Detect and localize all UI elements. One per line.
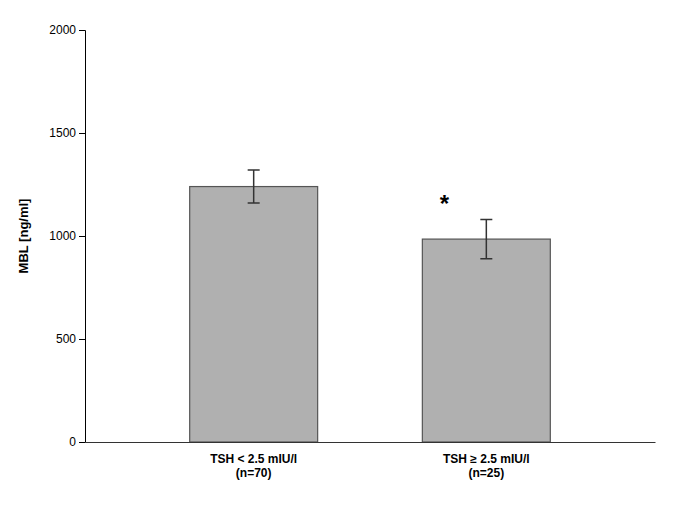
x-axis: TSH < 2.5 mIU/l(n=70) TSH ≥ 2.5 mIU/l(n=2… — [86, 442, 656, 480]
x-tick: TSH < 2.5 mIU/l(n=70) — [210, 442, 297, 480]
y-tick: 2000 — [49, 23, 85, 37]
y-tick-mark — [79, 30, 85, 31]
error-bar — [480, 220, 492, 259]
plot-area — [190, 170, 551, 442]
y-tick-mark — [79, 236, 85, 237]
chart-svg: 0 500 1000 1500 2000 MBL [ng/ml] TSH < 2.5 mIU… — [0, 0, 685, 517]
y-tick-label: 0 — [69, 435, 76, 449]
y-tick: 1000 — [49, 229, 85, 243]
bar — [190, 187, 318, 442]
y-tick: 500 — [56, 332, 85, 346]
y-tick-mark — [79, 133, 85, 134]
x-tick-label: TSH < 2.5 mIU/l(n=70) — [210, 452, 297, 480]
y-tick-mark — [79, 339, 85, 340]
x-axis-line — [86, 442, 656, 443]
y-axis-title: MBL [ng/ml] — [16, 199, 31, 274]
annotation: * — [440, 190, 450, 217]
y-tick-label: 1000 — [49, 229, 76, 243]
bar — [422, 239, 550, 442]
y-tick: 0 — [69, 435, 85, 449]
y-tick: 1500 — [49, 126, 85, 140]
y-axis: 0 500 1000 1500 2000 — [49, 23, 85, 449]
chart-container: 0 500 1000 1500 2000 MBL [ng/ml] TSH < 2.5 mIU… — [0, 0, 685, 517]
y-tick-label: 500 — [56, 332, 76, 346]
x-tick: TSH ≥ 2.5 mIU/l(n=25) — [443, 442, 530, 480]
y-tick-label: 2000 — [49, 23, 76, 37]
y-tick-mark — [79, 442, 85, 443]
error-bar — [248, 170, 260, 203]
x-tick-label: TSH ≥ 2.5 mIU/l(n=25) — [443, 452, 530, 480]
y-axis-line — [79, 31, 86, 443]
y-tick-label: 1500 — [49, 126, 76, 140]
